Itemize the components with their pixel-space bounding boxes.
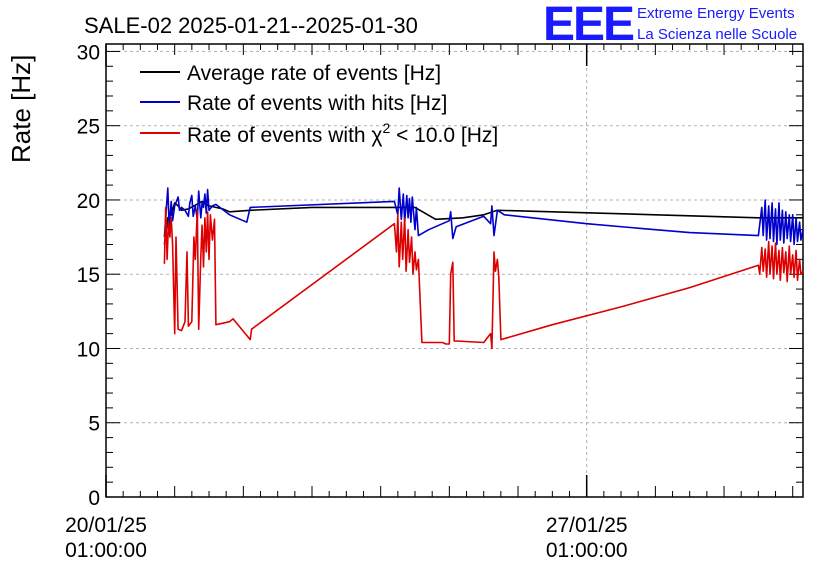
logo-line-1: Extreme Energy Events xyxy=(637,5,795,22)
y-axis-label: Rate [Hz] xyxy=(6,55,36,163)
legend: Average rate of events [Hz] Rate of even… xyxy=(140,62,498,147)
y-tick-label: 30 xyxy=(77,41,100,64)
y-tick-label: 25 xyxy=(77,116,100,139)
logo-line-2: La Scienza nelle Scuole xyxy=(637,26,797,43)
y-tick-label: 0 xyxy=(88,487,100,510)
legend-chi2-suffix: < 10.0 [Hz] xyxy=(390,124,498,147)
legend-label-average: Average rate of events [Hz] xyxy=(187,62,441,85)
eee-logo: EEE Extreme Energy Events La Scienza nel… xyxy=(543,0,797,51)
series-average-line xyxy=(163,200,803,245)
grid-lines xyxy=(106,44,803,497)
y-tick-label: 15 xyxy=(77,264,100,287)
x-tick-date: 27/01/25 xyxy=(546,514,628,537)
x-tick-time: 01:00:00 xyxy=(546,539,628,562)
y-tick-label: 5 xyxy=(88,413,100,436)
y-tick-label: 20 xyxy=(77,190,100,213)
x-tick-time: 01:00:00 xyxy=(65,539,147,562)
series-hits-line xyxy=(163,187,804,246)
plot-frame xyxy=(105,43,804,498)
legend-chi2-superscript: 2 xyxy=(382,120,390,136)
data-series xyxy=(163,187,804,350)
y-axis: 0 5 10 15 20 25 30 xyxy=(77,41,803,510)
legend-label-hits: Rate of events with hits [Hz] xyxy=(187,92,447,115)
legend-label-chi2: Rate of events with χ2 < 10.0 [Hz] xyxy=(187,120,498,147)
legend-chi2-prefix: Rate of events with χ xyxy=(187,124,382,147)
y-tick-label: 10 xyxy=(77,338,100,361)
x-tick-date: 20/01/25 xyxy=(65,514,147,537)
series-chi2-line xyxy=(163,206,804,350)
chart-title: SALE-02 2025-01-21--2025-01-30 xyxy=(84,13,418,38)
logo-mark: EEE xyxy=(543,0,634,51)
